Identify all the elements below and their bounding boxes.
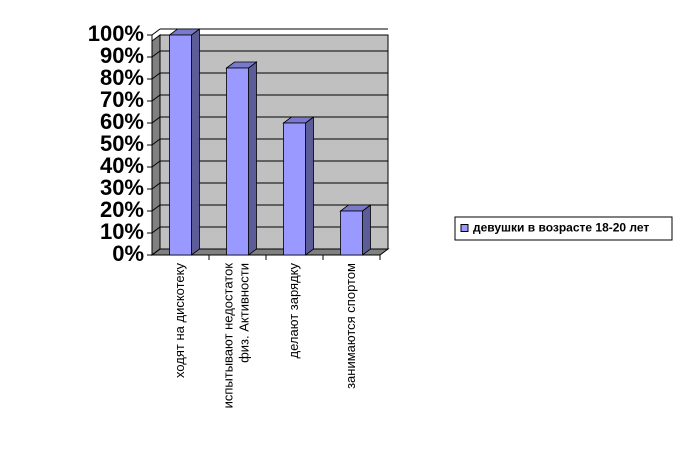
bar-front [169, 34, 192, 256]
grid-line-side [151, 160, 161, 168]
y-tick-label: 80% [100, 65, 144, 90]
bar [282, 116, 315, 256]
side-wall [151, 34, 161, 256]
grid-line-side [151, 182, 161, 190]
bar-side [362, 204, 371, 256]
x-tick-label: делают зарядку [286, 263, 301, 359]
x-tick-label: занимаются спортом [343, 263, 358, 389]
y-tick-label: 70% [100, 87, 144, 112]
x-tick-label: ходят на дискотеку [172, 263, 187, 379]
bar-front [283, 122, 306, 256]
x-tick-label-line: испытывают недостаток [221, 263, 236, 409]
bar-front [340, 210, 363, 256]
grid-line-side [151, 138, 161, 146]
legend-swatch [460, 224, 469, 232]
y-tick-label: 50% [100, 131, 144, 156]
y-tick-label: 10% [100, 219, 144, 244]
grid-line-side [151, 72, 161, 80]
bar [225, 61, 258, 256]
grid-line-side [151, 204, 161, 212]
y-tick-label: 90% [100, 43, 144, 68]
y-tick-label: 20% [100, 197, 144, 222]
bar-side [191, 28, 200, 256]
y-tick-label: 30% [100, 175, 144, 200]
legend-label: девушки в возрасте 18-20 лет [473, 221, 649, 235]
grid-line-side [151, 94, 161, 102]
grid-line-side [151, 50, 161, 58]
grid-line-side [151, 248, 161, 256]
grid-line-side [151, 116, 161, 124]
y-tick-label: 100% [88, 21, 144, 46]
x-tick-label-line: физ. Активности [237, 263, 252, 363]
grid-line-side [151, 226, 161, 234]
y-tick-label: 40% [100, 153, 144, 178]
grid-line-side [151, 28, 161, 36]
bar-side [305, 116, 314, 256]
bar [339, 204, 372, 256]
bar [168, 28, 201, 256]
y-tick-label: 0% [112, 241, 144, 266]
legend-box [454, 216, 673, 241]
bar-side [248, 61, 257, 256]
x-tick-label: испытывают недостатокфиз. Активности [221, 263, 252, 409]
y-tick-label: 60% [100, 109, 144, 134]
bar-front [226, 67, 249, 256]
